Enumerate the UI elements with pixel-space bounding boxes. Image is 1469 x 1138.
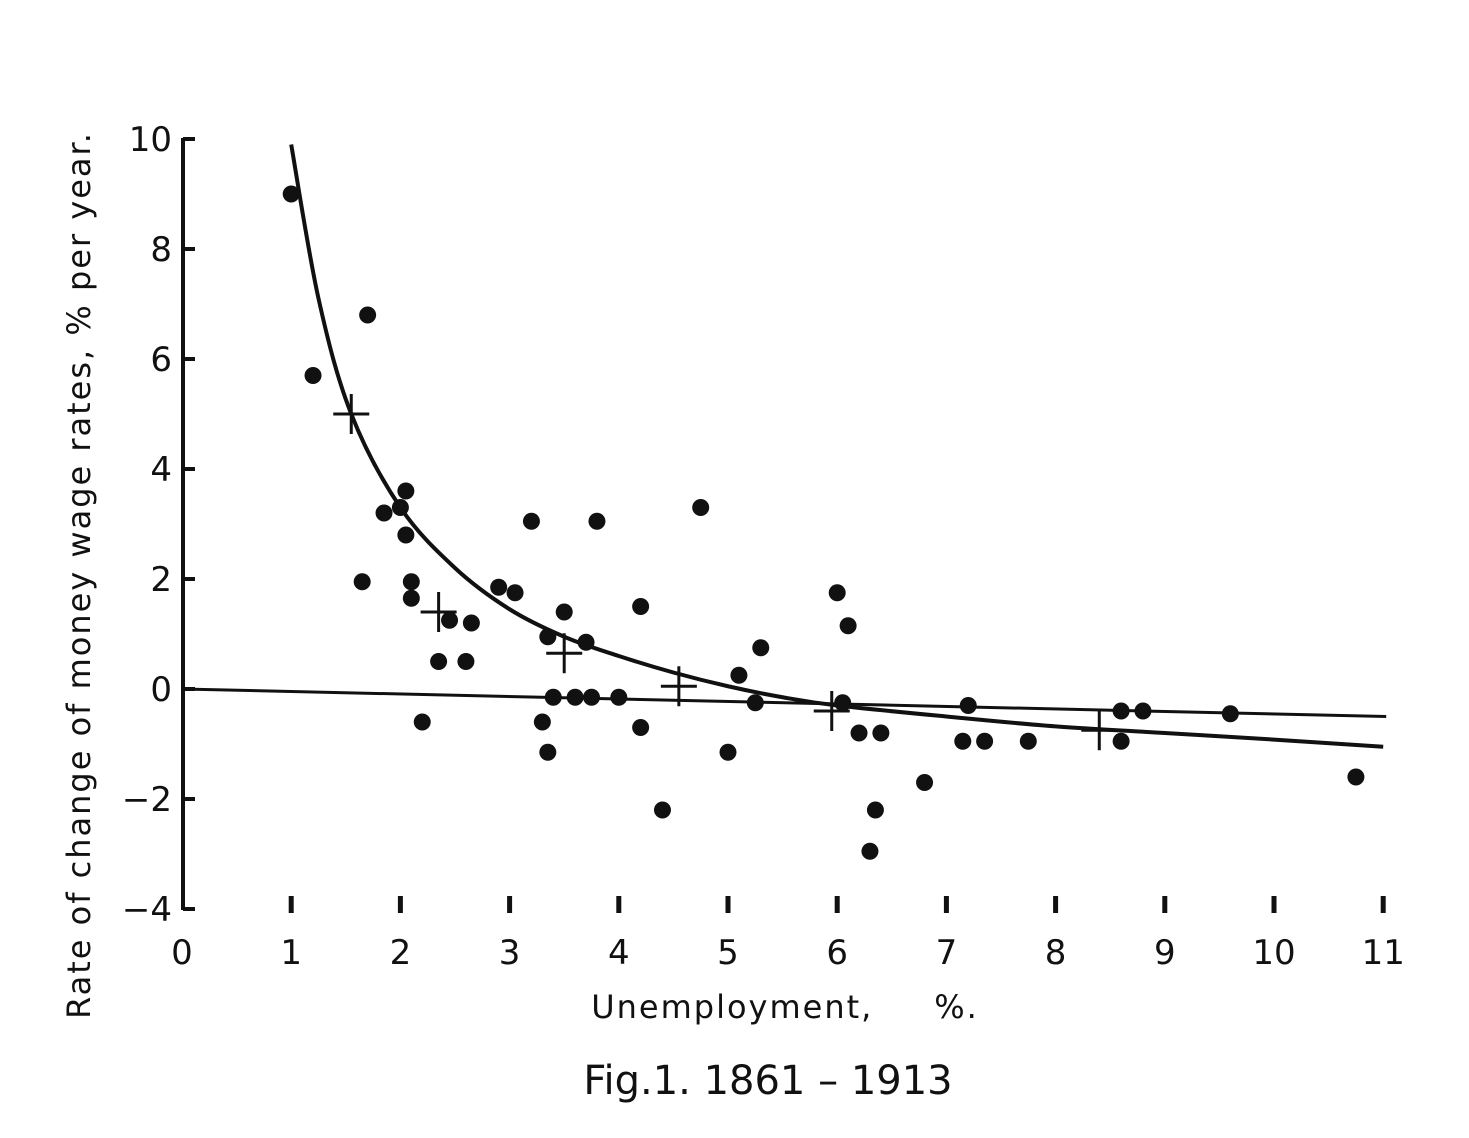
x-tick-label-9: 9 (1154, 933, 1176, 973)
data-point-38 (839, 617, 857, 635)
x-tick-label-2: 2 (390, 933, 412, 973)
data-point-10 (413, 713, 431, 731)
data-point-32 (719, 743, 737, 761)
data-point-23 (566, 688, 584, 706)
scatter-points (282, 185, 1365, 860)
x-tick-label-6: 6 (826, 933, 848, 973)
data-point-9 (402, 589, 420, 607)
data-point-33 (730, 666, 748, 684)
data-point-4 (375, 504, 393, 522)
data-point-36 (828, 584, 846, 602)
data-point-17 (522, 512, 540, 530)
data-point-29 (632, 719, 650, 736)
data-point-39 (850, 724, 868, 742)
data-point-28 (632, 598, 650, 615)
y-tick-label-5: 6 (150, 340, 172, 380)
data-point-52 (1347, 768, 1365, 786)
y-tick-label-0: −4 (122, 890, 172, 930)
data-point-34 (746, 694, 764, 712)
data-point-16 (506, 584, 524, 602)
data-point-24 (577, 633, 595, 651)
data-point-19 (539, 743, 557, 761)
data-point-50 (1134, 702, 1152, 720)
y-tick-label-3: 2 (150, 560, 172, 600)
x-tick-label-8: 8 (1045, 933, 1067, 973)
data-point-2 (353, 573, 371, 591)
x-axis-label: Unemployment, %. (591, 988, 979, 1026)
data-point-31 (692, 499, 710, 516)
data-point-15 (490, 578, 508, 596)
average-cross-4 (813, 691, 850, 731)
data-point-22 (555, 603, 573, 621)
data-point-47 (1019, 732, 1037, 750)
data-point-46 (976, 732, 994, 750)
data-point-37 (834, 694, 852, 712)
average-cross-1 (420, 592, 457, 632)
data-point-5 (391, 499, 409, 516)
data-point-3 (359, 306, 377, 324)
data-point-26 (588, 512, 606, 530)
y-tick-label-7: 10 (129, 120, 172, 160)
data-point-51 (1221, 705, 1239, 723)
x-tick-label-0: 0 (171, 933, 193, 973)
x-tick-label-7: 7 (936, 933, 958, 973)
data-point-44 (954, 732, 972, 750)
data-point-18 (533, 713, 551, 731)
data-point-14 (462, 614, 480, 632)
y-axis-label: Rate of change of money wage rates, % pe… (60, 131, 98, 1019)
data-point-43 (916, 774, 934, 791)
x-tick-label-1: 1 (280, 933, 302, 973)
data-point-25 (583, 688, 600, 706)
y-tick-label-1: −2 (122, 780, 172, 820)
average-cross-0 (333, 394, 370, 434)
data-point-42 (872, 724, 890, 742)
data-point-6 (397, 482, 415, 500)
data-point-48 (1112, 702, 1130, 720)
data-point-45 (959, 697, 977, 714)
data-point-11 (430, 653, 448, 670)
x-tick-label-3: 3 (499, 933, 521, 973)
y-tick-label-6: 8 (150, 230, 172, 270)
data-point-7 (397, 526, 415, 544)
data-point-41 (866, 801, 884, 819)
fitted-curve (289, 144, 1384, 749)
data-point-35 (752, 639, 770, 657)
data-point-0 (282, 185, 300, 203)
data-point-12 (441, 611, 459, 629)
y-ticks: −4 −2 0 2 4 6 8 10 (122, 120, 195, 930)
x-tick-label-5: 5 (717, 933, 739, 973)
chart-caption: Fig.1. 1861 – 1913 (583, 1058, 952, 1104)
data-point-49 (1112, 732, 1130, 750)
data-point-21 (544, 688, 562, 706)
average-cross-5 (1081, 710, 1118, 751)
data-point-40 (861, 842, 879, 860)
x-tick-label-4: 4 (608, 933, 630, 973)
data-point-1 (304, 367, 322, 384)
x-tick-label-11: 11 (1362, 933, 1405, 973)
y-tick-label-2: 0 (150, 670, 172, 710)
data-point-30 (653, 801, 671, 819)
average-cross-3 (660, 666, 697, 707)
average-cross-2 (546, 633, 583, 674)
reference-line (181, 687, 1387, 718)
x-tick-label-10: 10 (1252, 933, 1295, 973)
data-point-20 (539, 628, 557, 646)
plot-lines (181, 144, 1387, 749)
y-tick-label-4: 4 (150, 450, 172, 490)
x-ticks: 0 1 2 3 4 5 6 7 8 9 10 11 (171, 896, 1405, 973)
data-point-27 (610, 688, 628, 706)
data-point-8 (402, 573, 420, 591)
data-point-13 (457, 653, 475, 670)
average-crosses (333, 394, 1118, 751)
